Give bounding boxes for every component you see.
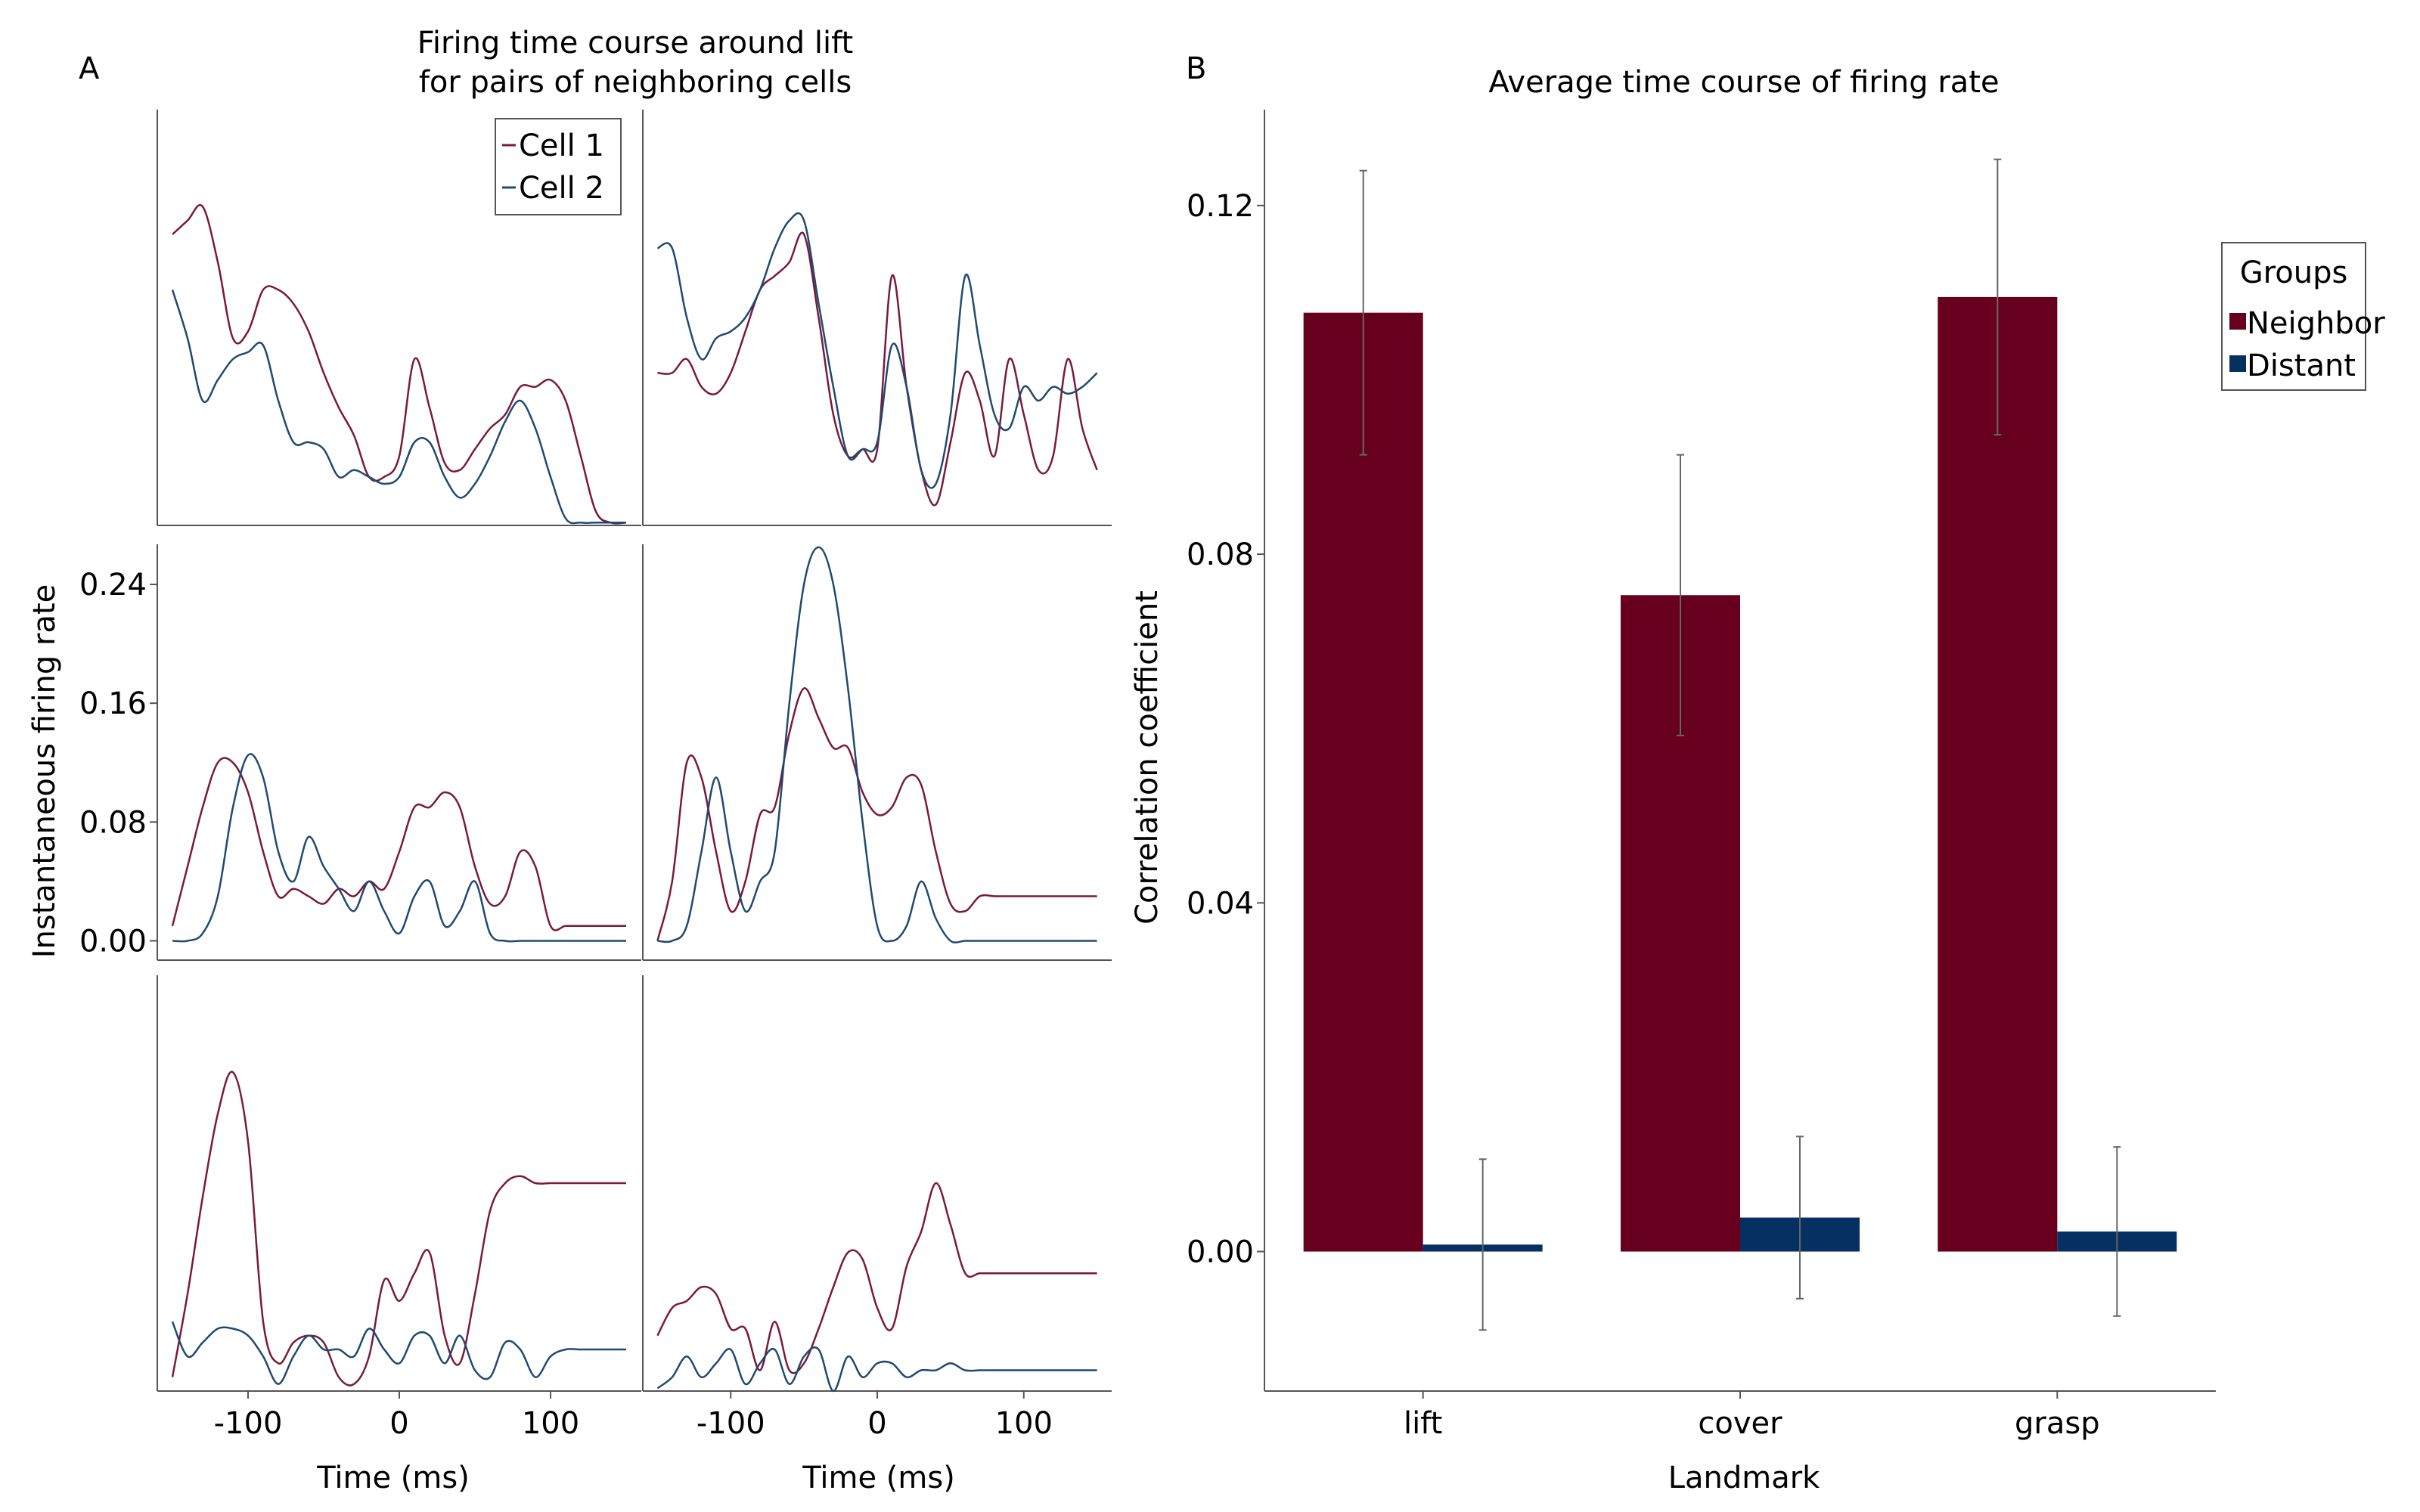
legend-swatch-distant [2229,355,2246,372]
groups-legend-title: Groups [2240,256,2348,290]
panel-b-title: Average time course of firing rate [1488,65,1999,100]
subplot-5: -100 0 100 [157,975,641,1441]
line-cell-2 [172,753,626,943]
y-tick-label: 0.24 [79,568,147,603]
x-tick-label: 0 [389,1406,408,1441]
bar-neighbor-lift [1303,312,1423,1252]
subplot-2 [642,110,1112,526]
subplot-3: 0.00 0.08 0.16 0.24 [79,544,641,961]
bar-y-tick-label: 0.00 [1187,1235,1254,1270]
panel-a-title-line-1: Firing time course around lift [417,26,853,60]
x-tick-label: 0 [867,1406,886,1441]
panel-b-letter: B [1186,51,1206,86]
panel-a-letter: A [79,51,100,86]
legend-label-cell-1: Cell 1 [519,129,604,163]
legend-label-distant: Distant [2247,349,2356,383]
bar-neighbor-grasp [1938,296,2058,1252]
x-tick-label: -100 [214,1406,283,1441]
subplot-4 [642,544,1112,961]
line-cell-1 [656,1182,1097,1374]
line-cell-2 [657,546,1097,943]
line-cell-1 [172,203,627,525]
legend-label-cell-2: Cell 2 [519,171,604,206]
bar-y-tick-label: 0.04 [1187,886,1254,921]
panel-a-subplots: 0.00 0.08 0.16 0.24 -100 0 100 -100 0 100 [79,110,1112,1441]
line-cell-2 [656,212,1098,489]
bar-x-tick-label: cover [1698,1406,1782,1441]
panel-b-bar-chart: 0.00 0.04 0.08 0.12 lift cover grasp [1187,110,2216,1441]
y-tick-label: 0.08 [79,805,147,840]
panel-b-xlabel: Landmark [1668,1461,1820,1495]
line-cell-2 [171,1321,626,1386]
line-cell-1 [657,231,1098,507]
line-cell-2 [656,1346,1097,1393]
legend-box [495,118,622,215]
legend-swatch-neighbor [2229,313,2246,330]
panel-a-title-line-2: for pairs of neighboring cells [419,65,852,100]
panel-b-legend: Groups Neighbor Distant [2221,242,2385,391]
legend-label-neighbor: Neighbor [2247,306,2385,341]
y-tick-label: 0.16 [79,686,147,721]
panel-b-ylabel: Correlation coefficient [1130,590,1165,925]
bar-x-tick-label: grasp [2015,1406,2100,1441]
line-cell-1 [656,687,1097,941]
y-tick-label: 0.00 [79,924,147,959]
line-cell-1 [171,757,627,931]
bar-y-tick-label: 0.08 [1187,538,1254,572]
x-tick-label: -100 [697,1406,765,1441]
panel-a-ylabel: Instantaneous firing rate [27,584,62,959]
panel-a-xlabel-left: Time (ms) [316,1461,470,1495]
subplot-6: -100 0 100 [642,975,1112,1441]
line-cell-2 [171,289,626,525]
subplot-1 [157,110,641,526]
bar-x-tick-label: lift [1404,1406,1442,1441]
panel-a-legend: Cell 1 Cell 2 [495,118,622,215]
line-cell-1 [171,1070,626,1387]
x-tick-label: 100 [522,1406,579,1441]
panel-a-xlabel-right: Time (ms) [802,1461,955,1495]
bar-y-tick-label: 0.12 [1187,189,1254,224]
x-tick-label: 100 [995,1406,1053,1441]
